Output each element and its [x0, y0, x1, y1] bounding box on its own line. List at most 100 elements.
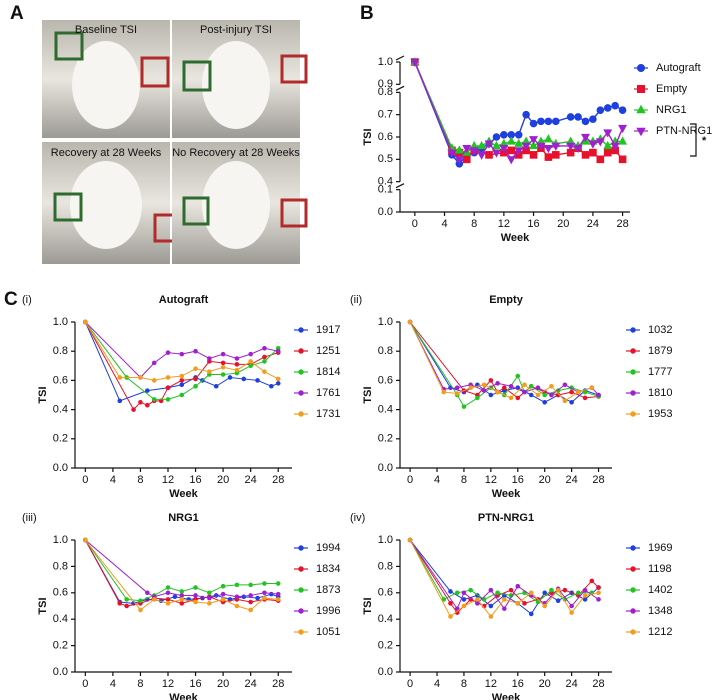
marker — [596, 590, 601, 596]
marker — [248, 363, 253, 369]
marker — [582, 587, 588, 593]
marker — [549, 587, 554, 593]
marker — [165, 597, 171, 602]
y-tick-label: 0.2 — [378, 433, 393, 445]
marker — [603, 140, 613, 150]
marker — [179, 392, 185, 398]
marker — [207, 595, 212, 601]
chart-title: PTN-NRG1 — [478, 512, 534, 524]
panel-sublabel: (iv) — [350, 512, 365, 524]
y-tick-label: 0.8 — [53, 560, 68, 572]
marker — [298, 390, 304, 396]
x-tick-label: 24 — [565, 678, 577, 690]
series-line — [409, 539, 599, 614]
x-tick-label: 0 — [407, 474, 413, 486]
photo: No Recovery at 28 Weeks — [172, 142, 308, 264]
marker — [298, 369, 304, 375]
marker — [562, 398, 568, 404]
marker — [145, 402, 150, 408]
marker — [298, 327, 304, 333]
marker — [603, 104, 612, 112]
marker — [275, 591, 281, 597]
legend-label: 1731 — [316, 408, 340, 420]
marker — [207, 590, 212, 596]
y-tick-label: 0.6 — [378, 587, 393, 599]
y-tick-label: 0.8 — [378, 345, 393, 357]
marker — [454, 385, 460, 391]
marker — [596, 106, 605, 114]
marker — [207, 601, 212, 606]
marker — [447, 149, 457, 158]
marker — [234, 356, 240, 361]
marker — [124, 597, 129, 602]
marker — [555, 587, 561, 593]
marker — [630, 545, 636, 551]
x-tick-label: 16 — [512, 474, 524, 486]
marker — [574, 113, 582, 121]
marker — [573, 145, 583, 154]
marker — [581, 117, 590, 126]
marker — [468, 587, 473, 593]
marker — [255, 378, 260, 383]
legend-label: 1994 — [316, 542, 340, 554]
marker — [506, 136, 516, 145]
marker — [165, 350, 171, 355]
marker — [117, 601, 123, 606]
panel-label: A — [10, 3, 24, 24]
y-axis-title: TSI — [362, 386, 374, 403]
marker — [454, 606, 460, 611]
legend-label: 1777 — [648, 366, 672, 378]
x-axis-title: Week — [492, 692, 521, 700]
y-tick-label: 1.0 — [378, 534, 393, 546]
x-axis-title: Week — [492, 488, 521, 500]
x-tick-label: 0 — [82, 678, 88, 690]
x-tick-label: 20 — [539, 474, 551, 486]
legend-label: 1810 — [648, 387, 672, 399]
marker — [562, 587, 568, 593]
marker — [454, 590, 460, 596]
marker — [165, 385, 171, 391]
legend-label: 1051 — [316, 626, 340, 638]
marker — [630, 390, 636, 396]
marker — [220, 591, 226, 597]
marker — [131, 407, 136, 412]
y-tick-label: 0.0 — [53, 462, 68, 474]
series-line — [84, 539, 279, 611]
marker — [138, 375, 143, 380]
marker — [193, 348, 198, 354]
marker — [521, 142, 531, 151]
marker — [117, 398, 123, 404]
y-tick-label: 0.0 — [53, 666, 68, 678]
marker — [596, 597, 601, 602]
marker — [255, 595, 260, 601]
marker — [537, 117, 545, 126]
marker — [603, 129, 613, 138]
marker — [589, 115, 597, 123]
marker — [596, 585, 601, 590]
panel-label: C — [4, 289, 18, 310]
legend-label: PTN-NRG1 — [656, 125, 712, 137]
x-tick-label: 8 — [461, 678, 467, 690]
panel-sublabel: (iii) — [22, 512, 37, 524]
marker — [275, 348, 281, 354]
marker — [248, 351, 253, 357]
marker — [220, 351, 226, 357]
y-tick-label: 0.4 — [378, 404, 393, 416]
marker — [193, 376, 198, 382]
marker — [528, 590, 534, 596]
photo-caption: No Recovery at 28 Weeks — [172, 147, 300, 159]
marker — [448, 614, 453, 619]
marker — [551, 142, 561, 151]
x-tick-label: 28 — [272, 474, 284, 486]
marker — [248, 582, 253, 588]
x-axis-title: Week — [169, 692, 198, 700]
chart-title: Autograft — [159, 294, 209, 306]
marker — [275, 597, 281, 602]
marker — [589, 148, 597, 157]
marker — [618, 136, 628, 145]
marker — [220, 372, 226, 377]
marker — [491, 149, 501, 158]
marker — [500, 130, 508, 139]
x-axis-title: Week — [501, 232, 530, 244]
y-tick-label: 0.4 — [53, 404, 68, 416]
